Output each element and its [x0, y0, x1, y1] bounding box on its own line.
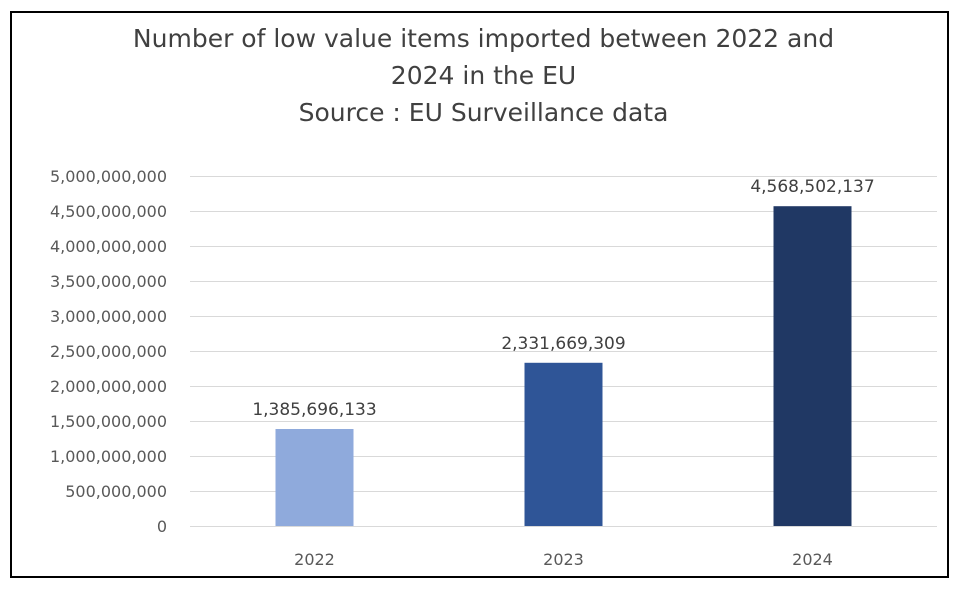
x-axis-tick-labels: 2022 2023 2024	[294, 550, 833, 569]
data-label-2023: 2,331,669,309	[501, 334, 625, 354]
bars	[275, 206, 852, 527]
y-tick-label: 0	[157, 517, 167, 536]
y-tick-label: 3,500,000,000	[50, 272, 167, 291]
y-tick-label: 3,000,000,000	[50, 307, 167, 326]
x-tick-label-2022: 2022	[294, 550, 335, 569]
data-labels: 1,385,696,133 2,331,669,309 4,568,502,137	[252, 177, 874, 420]
y-tick-label: 500,000,000	[65, 482, 167, 501]
chart-title-line-1: Number of low value items imported betwe…	[132, 24, 835, 53]
bar-2024	[773, 206, 852, 527]
data-label-2022: 1,385,696,133	[252, 400, 376, 420]
y-tick-label: 2,000,000,000	[50, 377, 167, 396]
chart-subtitle: Source : EU Surveillance data	[298, 98, 669, 127]
x-tick-label-2024: 2024	[792, 550, 833, 569]
bar-2022	[275, 429, 354, 526]
bar-2023	[524, 362, 603, 526]
chart-title-line-2: 2024 in the EU	[390, 61, 577, 90]
data-label-2024: 4,568,502,137	[750, 177, 874, 197]
y-tick-label: 4,500,000,000	[50, 202, 167, 221]
y-tick-label: 2,500,000,000	[50, 342, 167, 361]
y-tick-label: 1,500,000,000	[50, 412, 167, 431]
y-tick-label: 5,000,000,000	[50, 167, 167, 186]
chart-title: Number of low value items imported betwe…	[40, 20, 927, 131]
y-tick-label: 4,000,000,000	[50, 237, 167, 256]
y-tick-label: 1,000,000,000	[50, 447, 167, 466]
y-axis-tick-labels: 0 500,000,000 1,000,000,000 1,500,000,000 2,…	[50, 167, 167, 536]
x-tick-label-2023: 2023	[543, 550, 584, 569]
